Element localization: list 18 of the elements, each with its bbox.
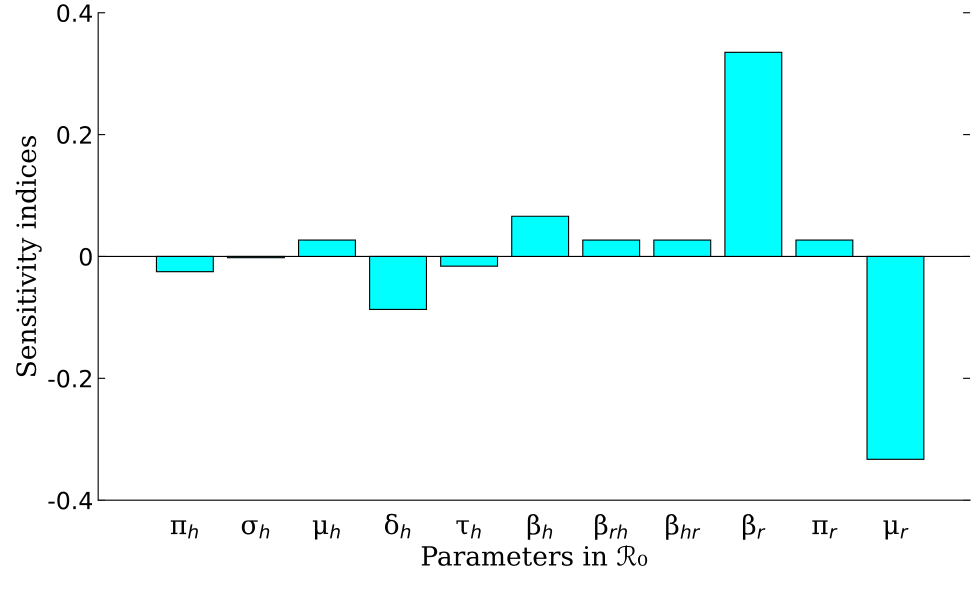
x-tick-label: μ$_{h}$ (312, 520, 340, 540)
x-tick-label: π$_{r}$ (812, 520, 838, 538)
x-tick-label: β$_{r}$ (742, 514, 766, 540)
x-tick-label: τ$_{h}$ (456, 520, 481, 538)
x-tick-label: β$_{hr}$ (666, 514, 700, 540)
x-tick-label: β$_{rh}$ (595, 514, 627, 540)
y-tick-label: 0.2 (57, 126, 91, 144)
x-tick-label: σ$_{h}$ (242, 520, 270, 538)
x-tick-label: μ$_{r}$ (883, 520, 908, 540)
y-tick-label: 0 (80, 248, 92, 266)
x-axis-title: Parameters in ℛ₀ (422, 545, 648, 566)
y-tick-label: -0.2 (48, 370, 91, 388)
x-tick-label: β$_{h}$ (528, 514, 552, 540)
x-tick-label: π$_{h}$ (170, 520, 198, 538)
x-tick-label: δ$_{h}$ (384, 514, 410, 538)
y-tick-label: -0.4 (48, 492, 92, 510)
y-axis-title: Sensitivity indices (16, 136, 42, 376)
y-tick-label: 0.4 (57, 4, 92, 22)
